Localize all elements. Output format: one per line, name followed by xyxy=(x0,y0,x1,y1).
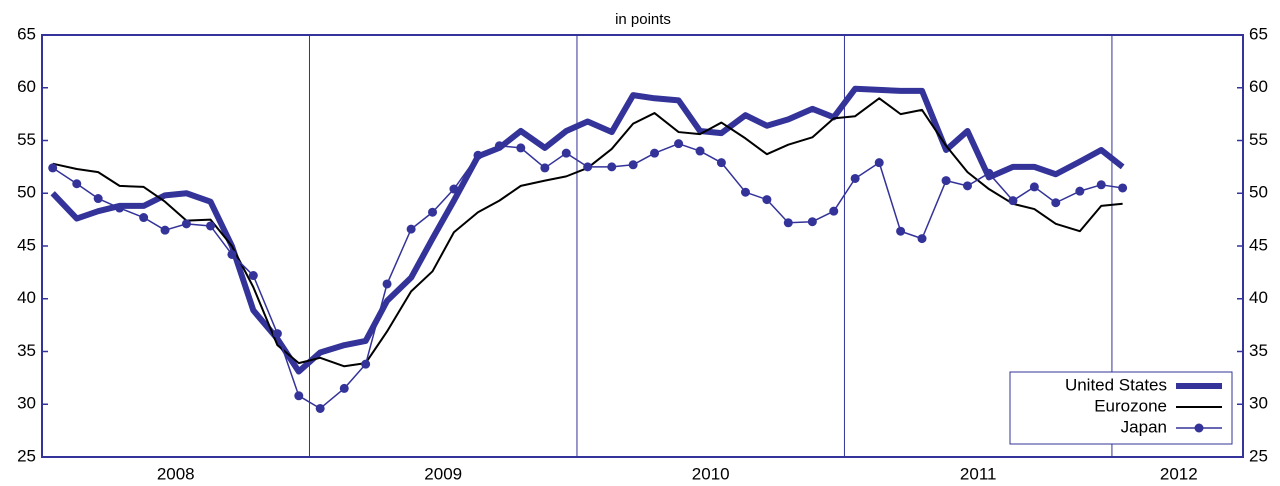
series-marker xyxy=(896,226,906,236)
y2-tick-label: 25 xyxy=(1249,446,1268,465)
series-marker xyxy=(227,249,237,259)
series-marker xyxy=(583,162,593,172)
series-marker xyxy=(628,160,638,170)
x-tick-label: 2011 xyxy=(960,464,997,483)
series-marker xyxy=(382,279,392,289)
series-marker xyxy=(361,359,371,369)
series-marker xyxy=(650,148,660,158)
series-marker xyxy=(716,158,726,168)
series-marker xyxy=(494,141,504,151)
series-marker xyxy=(248,271,258,281)
y2-tick-label: 50 xyxy=(1249,183,1268,202)
series-marker xyxy=(607,162,617,172)
legend-label: Japan xyxy=(1121,417,1167,436)
series-marker xyxy=(72,179,82,189)
series-marker xyxy=(917,234,927,244)
series-marker xyxy=(206,221,216,231)
series-marker xyxy=(272,329,282,339)
series-marker xyxy=(181,219,191,229)
series-marker xyxy=(139,213,149,223)
series-marker xyxy=(339,383,349,393)
series-marker xyxy=(941,176,951,186)
series-marker xyxy=(829,206,839,216)
series-marker xyxy=(874,158,884,168)
series-marker xyxy=(1118,183,1128,193)
series-line xyxy=(52,142,1123,410)
y-tick-label: 35 xyxy=(17,341,36,360)
series-marker xyxy=(294,391,304,401)
y2-tick-label: 45 xyxy=(1249,235,1268,254)
series-marker xyxy=(449,184,459,194)
series-marker xyxy=(762,195,772,205)
series-marker xyxy=(1075,186,1085,196)
series-marker xyxy=(1029,182,1039,192)
series-marker xyxy=(406,224,416,234)
series-marker xyxy=(674,139,684,149)
series-marker xyxy=(473,150,483,160)
y2-tick-label: 55 xyxy=(1249,130,1268,149)
y2-tick-label: 65 xyxy=(1249,24,1268,43)
legend-label: Eurozone xyxy=(1094,396,1167,415)
series-marker xyxy=(783,218,793,228)
y-tick-label: 30 xyxy=(17,394,36,413)
x-tick-label: 2008 xyxy=(157,464,195,483)
series-marker xyxy=(1008,196,1018,206)
series-marker xyxy=(1051,198,1061,208)
y-tick-label: 55 xyxy=(17,130,36,149)
x-tick-label: 2012 xyxy=(1160,464,1198,483)
series-marker xyxy=(1096,180,1106,190)
series-marker xyxy=(160,225,170,235)
legend-marker xyxy=(1194,423,1204,433)
y-tick-label: 25 xyxy=(17,446,36,465)
series-marker xyxy=(695,146,705,156)
series-marker xyxy=(807,217,817,227)
series-marker xyxy=(540,163,550,173)
series-marker xyxy=(315,403,325,413)
y2-tick-label: 40 xyxy=(1249,288,1268,307)
y2-tick-label: 35 xyxy=(1249,341,1268,360)
y-tick-label: 40 xyxy=(17,288,36,307)
y-tick-label: 65 xyxy=(17,24,36,43)
plot-frame xyxy=(41,34,1244,458)
series-marker xyxy=(516,143,526,153)
legend-label: United States xyxy=(1065,375,1167,394)
chart-title: in points xyxy=(615,11,671,28)
x-tick-label: 2009 xyxy=(424,464,462,483)
series-marker xyxy=(962,181,972,191)
y-tick-label: 45 xyxy=(17,235,36,254)
series-marker xyxy=(740,187,750,197)
y-tick-label: 60 xyxy=(17,77,36,96)
series-marker xyxy=(984,168,994,178)
series-marker xyxy=(93,194,103,204)
y2-tick-label: 30 xyxy=(1249,394,1268,413)
series-marker xyxy=(428,207,438,217)
y2-tick-label: 60 xyxy=(1249,77,1268,96)
series-marker xyxy=(561,148,571,158)
series-marker xyxy=(850,173,860,183)
x-tick-label: 2010 xyxy=(692,464,730,483)
y-tick-label: 50 xyxy=(17,183,36,202)
series-marker xyxy=(48,163,58,173)
series-marker xyxy=(115,203,125,213)
